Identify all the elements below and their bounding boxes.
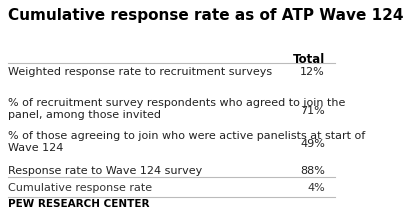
- Text: 12%: 12%: [300, 67, 325, 77]
- Text: Weighted response rate to recruitment surveys: Weighted response rate to recruitment su…: [8, 67, 272, 77]
- Text: PEW RESEARCH CENTER: PEW RESEARCH CENTER: [8, 199, 150, 209]
- Text: % of recruitment survey respondents who agreed to join the
panel, among those in: % of recruitment survey respondents who …: [8, 98, 346, 120]
- Text: Cumulative response rate as of ATP Wave 124: Cumulative response rate as of ATP Wave …: [8, 8, 404, 22]
- Text: 49%: 49%: [300, 139, 325, 149]
- Text: 88%: 88%: [300, 166, 325, 176]
- Text: 71%: 71%: [300, 106, 325, 116]
- Text: Response rate to Wave 124 survey: Response rate to Wave 124 survey: [8, 166, 202, 176]
- Text: 4%: 4%: [307, 183, 325, 194]
- Text: % of those agreeing to join who were active panelists at start of
Wave 124: % of those agreeing to join who were act…: [8, 131, 365, 153]
- Text: Cumulative response rate: Cumulative response rate: [8, 183, 152, 194]
- Text: Total: Total: [293, 53, 325, 66]
